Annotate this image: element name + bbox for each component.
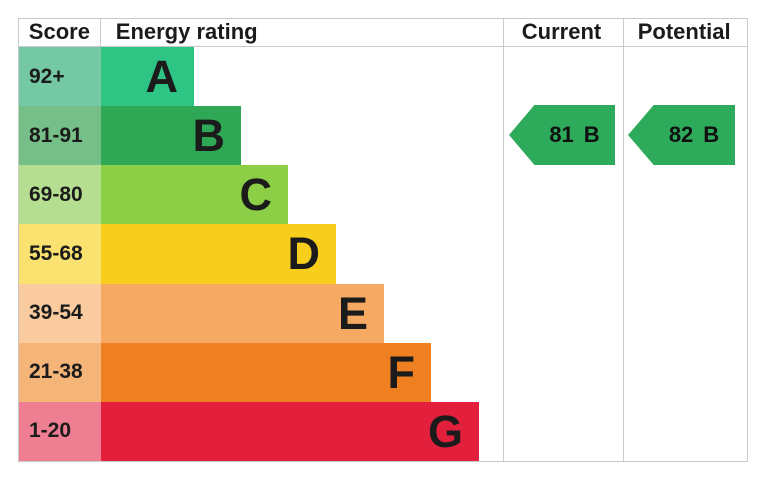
rating-bar-a: A <box>101 47 194 107</box>
header-score: Score <box>19 19 101 46</box>
header-current: Current <box>521 19 602 44</box>
band-row-b: 81-91 B <box>19 106 503 166</box>
band-row-c: 69-80 C <box>19 165 503 225</box>
band-row-a: 92+ A <box>19 47 503 107</box>
band-rows: 92+ A 81-91 B 69-80 C 55-68 <box>19 47 503 461</box>
band-letter-a: A <box>145 51 179 103</box>
band-letter-e: E <box>337 287 368 339</box>
score-range-a: 92+ <box>19 47 101 107</box>
rating-bar-f: F <box>101 342 431 402</box>
score-range-f: 21-38 <box>19 342 101 402</box>
potential-rating-letter: B <box>703 122 720 147</box>
current-rating-arrow: 81 B <box>509 105 615 165</box>
band-letter-d: D <box>287 228 321 280</box>
score-range-c: 69-80 <box>19 165 101 225</box>
epc-table: Score Energy rating Current Potential 92… <box>18 18 748 462</box>
band-row-d: 55-68 D <box>19 224 503 284</box>
rating-bar-d: D <box>101 224 336 284</box>
table-header: Score Energy rating Current Potential <box>19 19 747 47</box>
rating-bar-c: C <box>101 165 288 225</box>
potential-rating-arrow: 82 B <box>628 105 735 165</box>
header-potential: Potential <box>637 19 731 44</box>
band-row-e: 39-54 E <box>19 283 503 343</box>
potential-score-value: 82 <box>668 122 694 147</box>
band-letter-c: C <box>239 169 273 221</box>
band-letter-b: B <box>192 110 226 162</box>
rating-bar-e: E <box>101 283 384 343</box>
rating-bar-g: G <box>101 401 479 461</box>
band-letter-f: F <box>387 346 416 398</box>
band-letter-g: G <box>427 405 463 457</box>
header-energy-rating: Energy rating <box>115 19 258 44</box>
band-row-f: 21-38 F <box>19 342 503 402</box>
score-range-g: 1-20 <box>19 401 101 461</box>
column-divider-current <box>503 19 504 461</box>
column-divider-potential <box>623 19 624 461</box>
score-range-d: 55-68 <box>19 224 101 284</box>
rating-bar-b: B <box>101 106 241 166</box>
score-range-e: 39-54 <box>19 283 101 343</box>
band-row-g: 1-20 G <box>19 401 503 461</box>
score-range-b: 81-91 <box>19 106 101 166</box>
current-score-value: 81 <box>549 122 574 147</box>
current-rating-letter: B <box>583 122 600 147</box>
